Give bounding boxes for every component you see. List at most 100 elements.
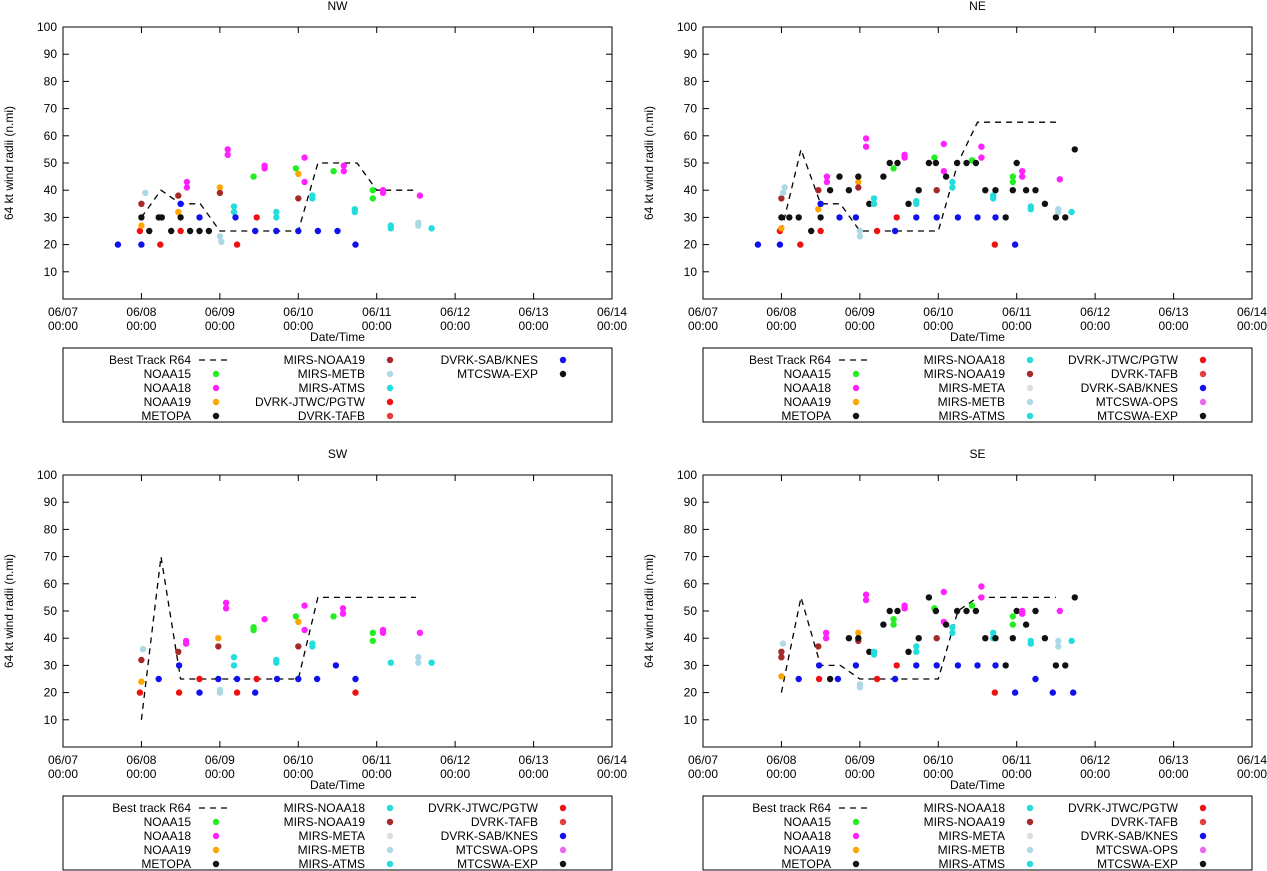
x-tick-time: 00:00	[48, 319, 78, 333]
data-point	[175, 662, 183, 669]
data-point	[886, 607, 893, 615]
data-point	[862, 135, 870, 142]
legend-marker	[1199, 398, 1207, 406]
data-point	[974, 662, 981, 669]
data-point	[972, 159, 980, 167]
data-point	[1027, 206, 1035, 213]
panel-title: NW	[328, 0, 349, 13]
data-point	[823, 178, 831, 186]
data-point	[215, 675, 222, 683]
legend-marker	[852, 846, 860, 854]
data-point	[1071, 594, 1079, 601]
legend-marker	[386, 370, 394, 378]
x-tick-date: 06/11	[1002, 753, 1031, 767]
legend-label: DVRK-SAB/KNES	[441, 829, 538, 843]
data-point	[942, 621, 950, 628]
data-point	[855, 635, 862, 642]
data-point	[1032, 675, 1039, 683]
data-point	[1019, 168, 1026, 175]
x-tick-date: 06/08	[126, 305, 156, 319]
data-point	[866, 648, 873, 655]
legend-marker	[386, 818, 394, 826]
data-point	[233, 241, 241, 248]
data-point	[855, 629, 862, 636]
legend-marker	[852, 370, 860, 378]
legend-label: NOAA15	[144, 367, 192, 381]
data-point	[1009, 173, 1016, 180]
legend-marker	[1199, 846, 1207, 854]
data-point	[330, 613, 337, 620]
best-track-line	[140, 556, 416, 720]
data-point	[309, 195, 316, 202]
legend-label: NOAA18	[144, 829, 192, 843]
panel-ne: NE10203040506070809010006/0700:0006/0800…	[642, 0, 1267, 423]
x-tick-time: 00:00	[597, 767, 627, 781]
x-tick-time: 00:00	[205, 767, 235, 781]
data-point	[795, 675, 802, 683]
legend-label: Best Track R64	[749, 353, 831, 367]
legend-marker	[212, 860, 220, 868]
panel-sw: SW10203040506070809010006/0700:0006/0800…	[2, 447, 627, 871]
x-tick-time: 00:00	[1002, 767, 1032, 781]
x-axis-label: Date/Time	[310, 330, 365, 344]
data-point	[369, 629, 376, 636]
data-point	[826, 187, 834, 194]
data-point	[334, 227, 341, 235]
x-tick-date: 06/12	[1080, 753, 1110, 767]
data-point	[822, 629, 830, 636]
data-point	[754, 241, 762, 248]
y-tick-label: 100	[677, 20, 697, 34]
data-point	[253, 675, 260, 683]
y-tick-label: 80	[44, 522, 58, 536]
data-point	[992, 214, 999, 221]
x-tick-date: 06/14	[1237, 753, 1267, 767]
data-point	[890, 621, 897, 628]
data-point	[1022, 621, 1030, 628]
data-point	[893, 662, 900, 669]
x-tick-time: 00:00	[923, 319, 953, 333]
data-point	[339, 605, 347, 612]
legend-label: MTCSWA-EXP	[457, 857, 538, 871]
y-axis-label: 64 kt wind radii (n.mi)	[2, 106, 16, 220]
data-point	[1056, 176, 1064, 183]
legend-label: Best track R64	[752, 801, 831, 815]
data-point	[978, 143, 985, 150]
y-tick-label: 100	[677, 468, 697, 482]
data-point	[387, 222, 394, 229]
panel-nw: NW10203040506070809010006/0700:0006/0800…	[2, 0, 627, 423]
data-point	[942, 173, 950, 180]
y-tick-label: 90	[44, 47, 58, 61]
legend-marker	[852, 412, 860, 420]
legend-label: DVRK-TAFB	[471, 815, 538, 829]
data-point	[836, 173, 843, 180]
data-point	[992, 635, 999, 642]
data-point	[230, 654, 238, 661]
data-point	[230, 662, 238, 669]
legend-label: NOAA18	[144, 381, 192, 395]
legend-label: DVRK-JTWC/PGTW	[1068, 353, 1179, 367]
data-point	[1019, 173, 1026, 180]
data-point	[949, 629, 956, 636]
x-tick-date: 06/11	[1002, 305, 1031, 319]
legend-marker	[212, 370, 220, 378]
data-point	[313, 675, 321, 683]
data-point	[273, 675, 281, 683]
y-tick-label: 50	[684, 604, 698, 618]
y-tick-label: 30	[44, 210, 58, 224]
data-point	[1013, 607, 1020, 615]
data-point	[933, 187, 940, 194]
legend-marker	[559, 832, 567, 840]
legend-marker	[386, 846, 394, 854]
data-point	[205, 227, 213, 235]
legend-marker	[559, 356, 567, 364]
y-tick-label: 60	[44, 129, 58, 143]
data-point	[146, 227, 153, 235]
x-tick-time: 00:00	[845, 767, 875, 781]
data-point	[1009, 187, 1016, 194]
data-point	[778, 214, 785, 221]
data-point	[157, 241, 164, 248]
data-point	[1041, 200, 1049, 207]
data-point	[1070, 689, 1077, 696]
data-point	[786, 214, 793, 221]
